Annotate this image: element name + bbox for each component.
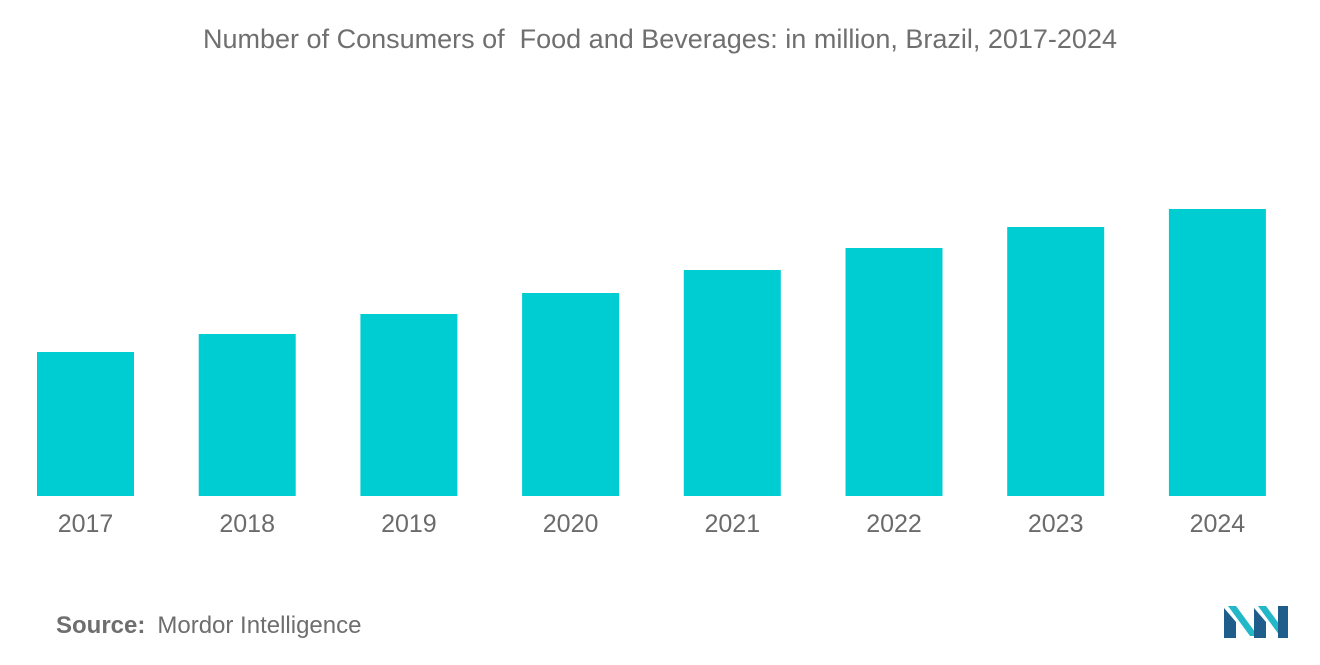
bar-2017 xyxy=(37,352,134,496)
source-line: Source: Mordor Intelligence xyxy=(56,612,361,640)
x-tick-label-2024: 2024 xyxy=(1190,510,1246,538)
bar-2021 xyxy=(683,270,781,496)
bar-2023 xyxy=(1007,227,1105,496)
x-tick-label-2018: 2018 xyxy=(219,510,275,538)
chart-title: Number of Consumers of Food and Beverage… xyxy=(203,24,1117,54)
x-tick-label-2019: 2019 xyxy=(381,510,437,538)
x-tick-label-2021: 2021 xyxy=(704,510,760,538)
source-value: Mordor Intelligence xyxy=(157,612,362,639)
source-label: Source: xyxy=(56,612,146,639)
x-tick-label-2023: 2023 xyxy=(1028,510,1084,538)
x-tick-label-2017: 2017 xyxy=(58,510,114,538)
bar-2018 xyxy=(198,334,296,496)
bar-2022 xyxy=(845,248,943,496)
bar-2020 xyxy=(522,293,620,496)
bar-chart: 2017 2018 2019 2020 2021 2022 2023 2024 xyxy=(37,209,1266,538)
x-tick-label-2022: 2022 xyxy=(866,510,922,538)
x-tick-label-2020: 2020 xyxy=(543,510,599,538)
bar-2019 xyxy=(360,314,458,496)
mordor-intelligence-logo-icon xyxy=(1224,606,1288,638)
bar-2024 xyxy=(1168,209,1266,496)
